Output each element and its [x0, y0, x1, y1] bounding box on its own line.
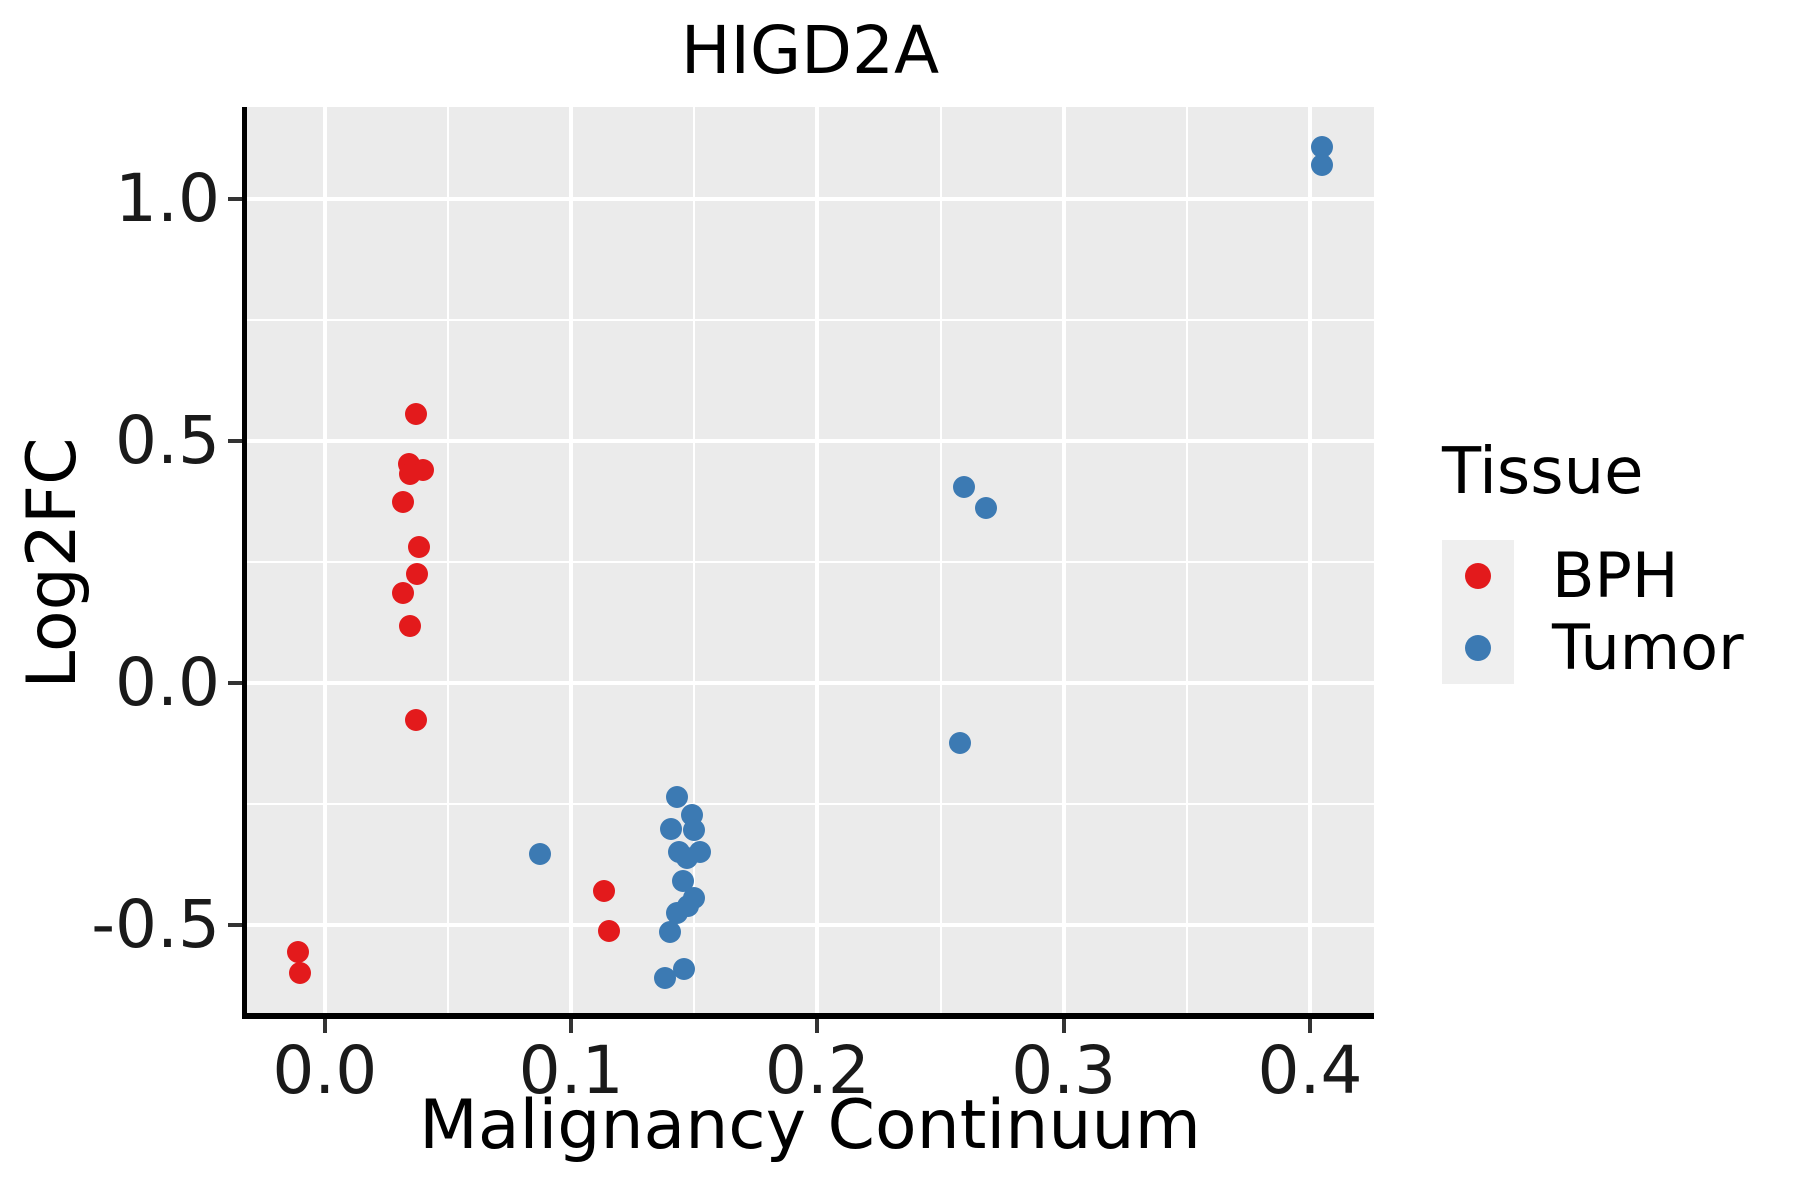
x-axis-label: Malignancy Continuum [419, 1086, 1201, 1165]
data-point-bph [392, 491, 415, 514]
x-tick-mark [1061, 1019, 1066, 1033]
x-major-gridline [569, 107, 574, 1017]
y-minor-gridline [246, 803, 1374, 806]
x-tick-label: 0.4 [1257, 1032, 1363, 1109]
x-tick-mark [322, 1019, 327, 1033]
y-tick-label: 0.0 [115, 644, 220, 721]
data-point-tumor [975, 496, 998, 519]
y-minor-gridline [246, 561, 1374, 563]
x-tick-label: 0.2 [764, 1032, 870, 1109]
data-point-tumor [666, 785, 689, 808]
legend-label-tumor: Tumor [1552, 611, 1744, 684]
x-axis-line [242, 1013, 1374, 1019]
data-point-bph [404, 402, 427, 425]
y-major-gridline [246, 681, 1374, 685]
data-point-bph [405, 562, 428, 585]
x-major-gridline [1061, 107, 1066, 1017]
plot-panel [246, 107, 1374, 1017]
data-point-tumor [665, 901, 688, 924]
y-tick-label: 1.0 [115, 159, 220, 237]
y-tick-mark [228, 681, 242, 685]
data-point-tumor [1311, 154, 1334, 177]
x-tick-label: 0.1 [518, 1032, 624, 1109]
tumor-dot-icon [1465, 635, 1491, 661]
data-point-bph [391, 581, 414, 604]
legend-title: Tissue [1442, 435, 1644, 509]
y-tick-mark [228, 438, 242, 443]
data-point-tumor [672, 870, 695, 893]
y-tick-mark [228, 923, 242, 928]
legend: Tissue BPH Tumor [1442, 440, 1782, 684]
y-tick-label: 0.5 [115, 401, 220, 479]
data-point-tumor [659, 818, 682, 841]
x-major-gridline [322, 107, 327, 1017]
legend-label-bph: BPH [1552, 539, 1679, 612]
data-point-bph [289, 962, 312, 985]
x-tick-label: 0.0 [272, 1032, 378, 1109]
y-major-gridline [246, 196, 1374, 201]
x-major-gridline [1307, 107, 1312, 1017]
data-point-tumor [675, 847, 698, 870]
data-point-bph [398, 615, 421, 638]
x-tick-mark [1307, 1019, 1312, 1033]
legend-item-tumor: Tumor [1442, 612, 1782, 684]
data-point-tumor [1311, 136, 1334, 159]
y-major-gridline [246, 923, 1374, 928]
data-point-tumor [653, 966, 676, 989]
y-axis-label: Log2FC [13, 437, 92, 689]
data-point-tumor [953, 475, 976, 498]
legend-item-bph: BPH [1442, 540, 1782, 612]
data-point-bph [593, 880, 616, 903]
plot-title: HIGD2A [680, 12, 940, 89]
data-point-tumor [672, 958, 695, 981]
data-point-bph [408, 536, 431, 559]
bph-dot-icon [1465, 563, 1491, 589]
y-minor-gridline [246, 318, 1374, 321]
x-major-gridline [815, 107, 820, 1017]
data-point-bph [286, 940, 309, 963]
data-point-bph [404, 708, 427, 731]
x-tick-mark [815, 1019, 820, 1033]
y-major-gridline [246, 438, 1374, 443]
data-point-tumor [949, 732, 972, 755]
x-tick-label: 0.3 [1011, 1032, 1117, 1109]
x-tick-mark [569, 1019, 574, 1033]
data-point-bph [398, 463, 421, 486]
y-tick-label: -0.5 [91, 886, 220, 964]
data-point-bph [597, 919, 620, 942]
data-point-tumor [659, 920, 682, 943]
data-point-tumor [682, 818, 705, 841]
data-point-tumor [529, 843, 552, 866]
legend-key-tumor [1442, 612, 1514, 684]
y-tick-mark [228, 196, 242, 201]
legend-key-bph [1442, 540, 1514, 612]
y-axis-line [242, 107, 247, 1018]
